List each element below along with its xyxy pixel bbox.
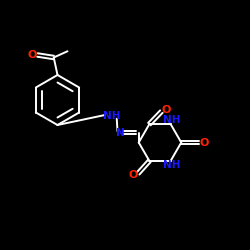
Text: NH: NH (102, 111, 120, 121)
Text: O: O (199, 138, 208, 147)
Text: O: O (129, 170, 138, 180)
Text: N: N (116, 128, 124, 138)
Text: O: O (161, 104, 170, 115)
Text: NH: NH (163, 115, 180, 125)
Text: NH: NH (163, 160, 180, 170)
Text: O: O (28, 50, 37, 60)
